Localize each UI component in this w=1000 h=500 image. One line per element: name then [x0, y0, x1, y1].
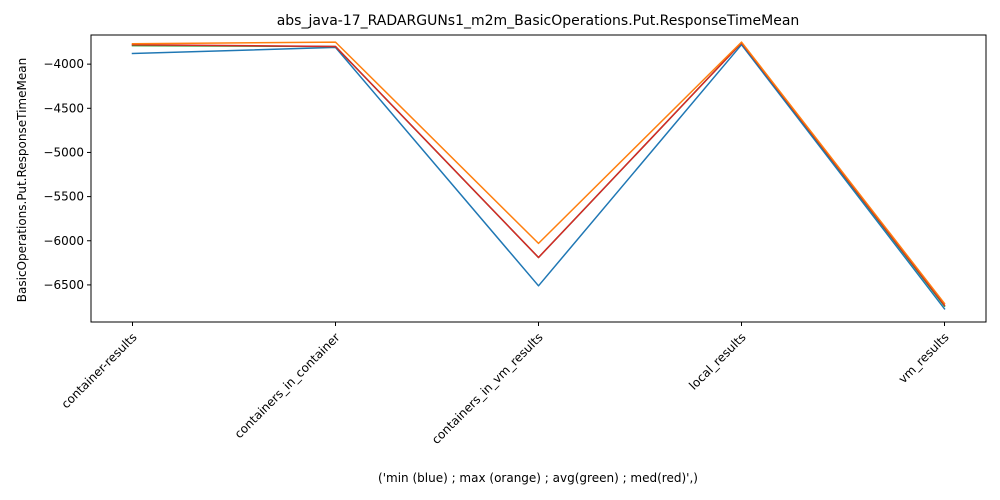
x-tick-label: container-results	[59, 330, 140, 411]
y-tick-label: −6000	[43, 234, 84, 248]
plot-frame	[90, 34, 987, 323]
x-tick-label: vm_results	[896, 330, 952, 386]
x-tick-label: containers_in_vm_results	[429, 330, 546, 447]
y-tick-label: −4000	[43, 57, 84, 71]
series-line-3	[131, 41, 946, 305]
series-line-1	[131, 42, 946, 308]
series-line-0	[131, 43, 946, 310]
x-tick-label: local_results	[686, 330, 748, 392]
x-axis-label: ('min (blue) ; max (orange) ; avg(green)…	[378, 471, 698, 485]
y-tick-label: −6500	[43, 278, 84, 292]
x-tick-label: containers_in_container	[232, 330, 343, 441]
y-tick-label: −5500	[43, 190, 84, 204]
series-line-2	[131, 42, 946, 307]
y-axis-label: BasicOperations.Put.ResponseTimeMean	[15, 58, 29, 302]
y-tick-label: −5000	[43, 145, 84, 159]
plot-area: −4000 −4500 −5000 −5500 −6000 −6500 container-…	[43, 41, 952, 447]
y-tick-label: −4500	[43, 101, 84, 115]
chart-title: abs_java-17_RADARGUNs1_m2m_BasicOperatio…	[277, 13, 800, 29]
